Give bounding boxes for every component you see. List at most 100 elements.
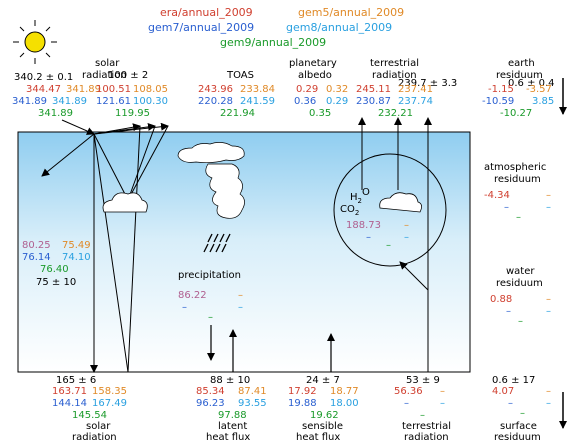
sens-label-1: sensible [302,421,343,432]
water-era: 0.88 [490,294,512,305]
precip-gem7: – [182,302,187,313]
absorbed-gem9: 76.40 [40,264,69,275]
toas-era: 243.96 [198,84,233,95]
albedo-label-2: albedo [298,70,332,81]
absorbed-gem5: 75.49 [62,240,91,251]
top-solar-gem9: 341.89 [38,108,73,119]
h2o-label: H2O [350,187,370,205]
rain-icon [203,233,231,253]
bottom-solar-label-2: radiation [72,432,117,442]
earth-era: -1.15 [488,84,514,95]
toas-gem9: 221.94 [220,108,255,119]
surf-gem9: – [520,408,525,419]
top-terr-label-2: radiation [372,70,417,81]
circle-gem9: – [386,240,391,251]
precip-era: 86.22 [178,290,207,301]
greenhouse-circle [333,153,447,267]
solar-rays [41,119,169,373]
sens-label-2: heat flux [296,432,340,442]
bottom-terr-gem8: – [440,398,445,409]
top-solar-obs: 340.2 ± 0.1 [14,72,73,83]
albedo-gem9: 0.35 [309,108,331,119]
water-gem7: – [506,306,511,317]
top-refl-gem8: 100.30 [133,96,168,107]
surf-era: 4.07 [492,386,514,397]
bottom-terr-era: 56.36 [394,386,423,397]
top-terr-label-1: terrestrial [370,58,419,69]
earth-label-1: earth [508,58,535,69]
legend-gem8: gem8/annual_2009 [286,21,392,34]
circle-gem7: – [366,232,371,243]
water-gem8: – [546,306,551,317]
bottom-terr-gem5: – [440,386,445,397]
top-terr-gem8: 237.74 [398,96,433,107]
top-terr-obs: 239.7 ± 3.3 [398,78,457,89]
top-terr-gem5: 237.41 [398,84,433,95]
sens-gem7: 19.88 [288,398,317,409]
circle-gem8: – [404,232,409,243]
atmos-era: -4.34 [484,190,510,201]
precip-gem5: – [238,290,243,301]
bottom-solar-gem8: 167.49 [92,398,127,409]
bottom-solar-label-1: solar [86,421,111,432]
storm-cloud-icon [177,142,245,219]
atmos-label-2: residuum [494,174,541,185]
bottom-terr-obs: 53 ± 9 [406,375,440,386]
absorbed-era: 80.25 [22,240,51,251]
co2-label: CO2 [340,204,359,217]
top-solar-gem7: 341.89 [12,96,47,107]
latent-gem8: 93.55 [238,398,267,409]
atmos-gem8: – [546,202,551,213]
circle-gem5: – [404,220,409,231]
surf-label-2: residuum [494,432,541,442]
top-refl-era: 100.51 [96,84,131,95]
sens-obs: 24 ± 7 [306,375,340,386]
earth-gem8: 3.85 [532,96,554,107]
albedo-era: 0.29 [296,84,318,95]
water-label-1: water [506,266,535,277]
absorbed-obs: 75 ± 10 [36,277,76,288]
sens-era: 17.92 [288,386,317,397]
bottom-terr-gem7: – [404,398,409,409]
circle-era: 188.73 [346,220,381,231]
legend-gem9: gem9/annual_2009 [220,36,326,49]
terrestrial-arrows [358,117,432,372]
atmosphere-box [17,131,471,373]
top-solar-era: 344.47 [26,84,61,95]
top-refl-gem5: 108.05 [133,84,168,95]
sens-gem8: 18.00 [330,398,359,409]
top-refl-gem7: 121.61 [96,96,131,107]
bottom-solar-gem5: 158.35 [92,386,127,397]
water-label-2: residuum [496,278,543,289]
surf-obs: 0.6 ± 17 [492,375,535,386]
bottom-solar-gem9: 145.54 [72,410,107,421]
surf-gem5: – [546,386,551,397]
bottom-terr-label-1: terrestrial [402,421,451,432]
toas-gem7: 220.28 [198,96,233,107]
top-terr-gem7: 230.87 [356,96,391,107]
latent-gem7: 96.23 [196,398,225,409]
latent-gem9: 97.88 [218,410,247,421]
toas-gem5: 233.84 [240,84,275,95]
precip-label: precipitation [178,270,241,281]
top-refl-obs: 100 ± 2 [108,70,148,81]
earth-obs: 0.6 ± 0.4 [508,78,555,89]
latent-label-1: latent [218,421,247,432]
albedo-gem8: 0.29 [326,96,348,107]
earth-gem7: -10.59 [482,96,514,107]
albedo-gem5: 0.32 [326,84,348,95]
top-terr-era: 245.11 [356,84,391,95]
legend-era: era/annual_2009 [160,6,253,19]
bottom-solar-era: 163.71 [52,386,87,397]
water-gem9: – [518,316,523,327]
top-solar-label-1: solar [95,58,120,69]
water-gem5: – [546,294,551,305]
atmos-gem9: – [516,212,521,223]
atmos-gem7: – [504,202,509,213]
top-solar-gem8: 341.89 [52,96,87,107]
bottom-terr-gem9: – [420,410,425,421]
precip-gem8: – [238,302,243,313]
bottom-solar-gem7: 144.14 [52,398,87,409]
latent-obs: 88 ± 10 [210,375,250,386]
